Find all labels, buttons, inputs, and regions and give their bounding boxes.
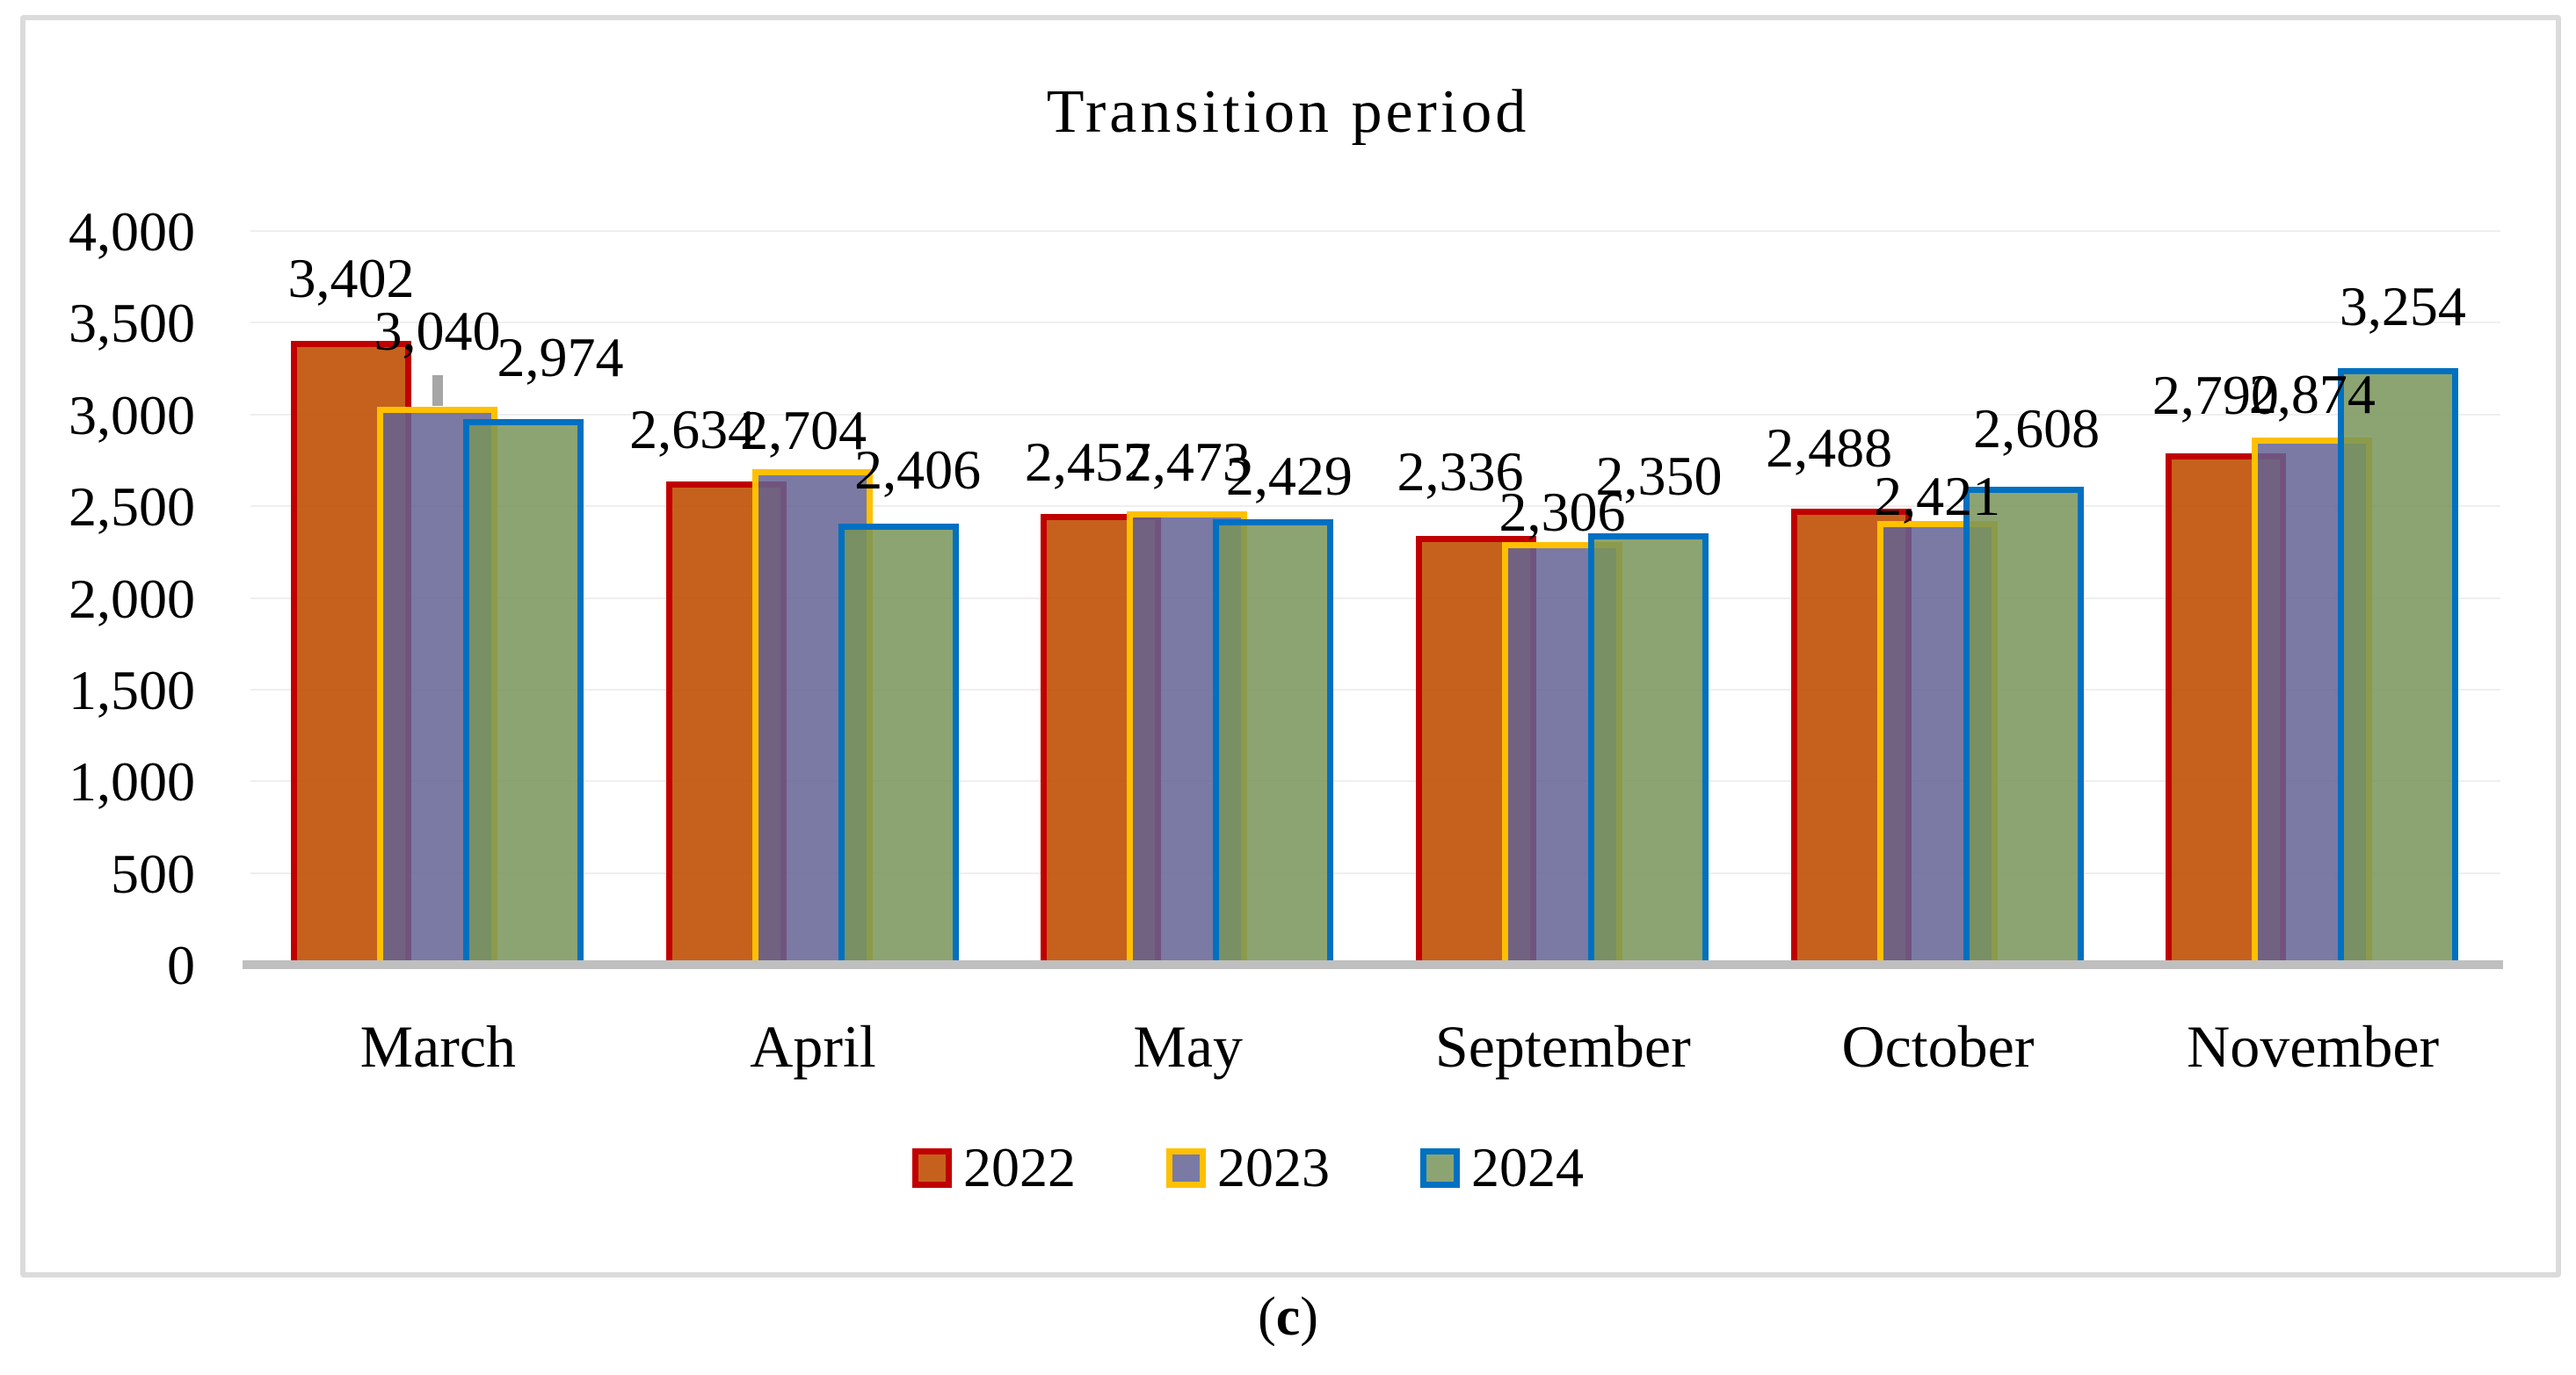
figure-caption: (c) bbox=[0, 1288, 2576, 1346]
legend-item-2023: 2023 bbox=[1166, 1136, 1330, 1198]
x-axis-label-march: March bbox=[359, 1013, 517, 1080]
legend-item-2022: 2022 bbox=[912, 1136, 1076, 1198]
y-axis-tick-label: 3,500 bbox=[69, 292, 195, 355]
caption-paren-close: ) bbox=[1300, 1287, 1318, 1347]
x-axis-label-may: May bbox=[1133, 1013, 1243, 1080]
legend-label-2023: 2023 bbox=[1217, 1136, 1330, 1198]
x-axis-line bbox=[243, 960, 2503, 969]
gridline bbox=[250, 780, 2500, 783]
data-label-2024-april: 2,406 bbox=[854, 438, 982, 501]
data-label-2023-november: 2,874 bbox=[2248, 363, 2376, 426]
bar-2024-september bbox=[1588, 533, 1709, 966]
data-label-2023-may: 2,473 bbox=[1123, 430, 1251, 493]
data-label-2022-april: 2,634 bbox=[629, 398, 757, 461]
bar-2024-april bbox=[838, 523, 959, 966]
data-label-2023-september: 2,306 bbox=[1498, 480, 1626, 543]
bar-2024-october bbox=[1963, 486, 2084, 966]
data-label-2023-march: 3,040 bbox=[374, 300, 501, 363]
data-label-2024-november: 3,254 bbox=[2339, 274, 2466, 337]
x-axis-label-october: October bbox=[1841, 1013, 2035, 1080]
bar-2024-march bbox=[463, 419, 584, 966]
gridline bbox=[250, 505, 2500, 508]
legend-item-2024: 2024 bbox=[1420, 1136, 1584, 1198]
caption-letter: c bbox=[1275, 1287, 1301, 1347]
data-label-2023-april: 2,704 bbox=[740, 398, 867, 461]
bar-2024-may bbox=[1213, 518, 1334, 966]
data-label-2024-september: 2,350 bbox=[1595, 445, 1723, 508]
label-leader-line bbox=[432, 375, 443, 407]
data-label-2022-november: 2,790 bbox=[2152, 363, 2279, 426]
data-label-2023-october: 2,421 bbox=[1874, 464, 2001, 527]
data-label-2024-october: 2,608 bbox=[1973, 396, 2101, 460]
x-axis-label-april: April bbox=[750, 1013, 876, 1080]
data-label-2022-october: 2,488 bbox=[1766, 416, 1893, 479]
legend-swatch-2022 bbox=[912, 1147, 952, 1188]
legend-label-2024: 2024 bbox=[1471, 1136, 1584, 1198]
y-axis-tick-label: 2,500 bbox=[69, 475, 195, 539]
x-axis-label-november: November bbox=[2187, 1013, 2440, 1080]
x-axis-label-september: September bbox=[1434, 1013, 1691, 1080]
gridline bbox=[250, 688, 2500, 691]
gridline bbox=[250, 413, 2500, 416]
y-axis-tick-label: 500 bbox=[111, 842, 195, 905]
y-axis-tick-label: 3,000 bbox=[69, 383, 195, 446]
bar-2024-november bbox=[2338, 367, 2459, 966]
legend-swatch-2024 bbox=[1420, 1147, 1460, 1188]
y-axis-tick-label: 1,000 bbox=[69, 750, 195, 814]
data-label-2022-may: 2,457 bbox=[1024, 431, 1151, 494]
gridline bbox=[250, 597, 2500, 599]
y-axis-tick-label: 0 bbox=[167, 934, 195, 996]
data-label-2022-march: 3,402 bbox=[287, 246, 415, 309]
legend-label-2022: 2022 bbox=[963, 1136, 1076, 1198]
data-label-2022-september: 2,336 bbox=[1397, 440, 1524, 503]
caption-paren-open: ( bbox=[1258, 1287, 1276, 1347]
gridline bbox=[250, 872, 2500, 874]
y-axis-tick-label: 2,000 bbox=[69, 567, 195, 630]
gridline bbox=[250, 230, 2500, 232]
chart-title: Transition period bbox=[1046, 78, 1530, 146]
legend-swatch-2023 bbox=[1166, 1147, 1206, 1188]
gridline bbox=[250, 322, 2500, 324]
data-label-2024-march: 2,974 bbox=[497, 326, 624, 389]
y-axis-tick-label: 1,500 bbox=[69, 658, 195, 721]
data-label-2024-may: 2,429 bbox=[1225, 444, 1353, 507]
y-axis-tick-label: 4,000 bbox=[69, 200, 195, 263]
chart-card-border bbox=[20, 15, 2561, 1277]
